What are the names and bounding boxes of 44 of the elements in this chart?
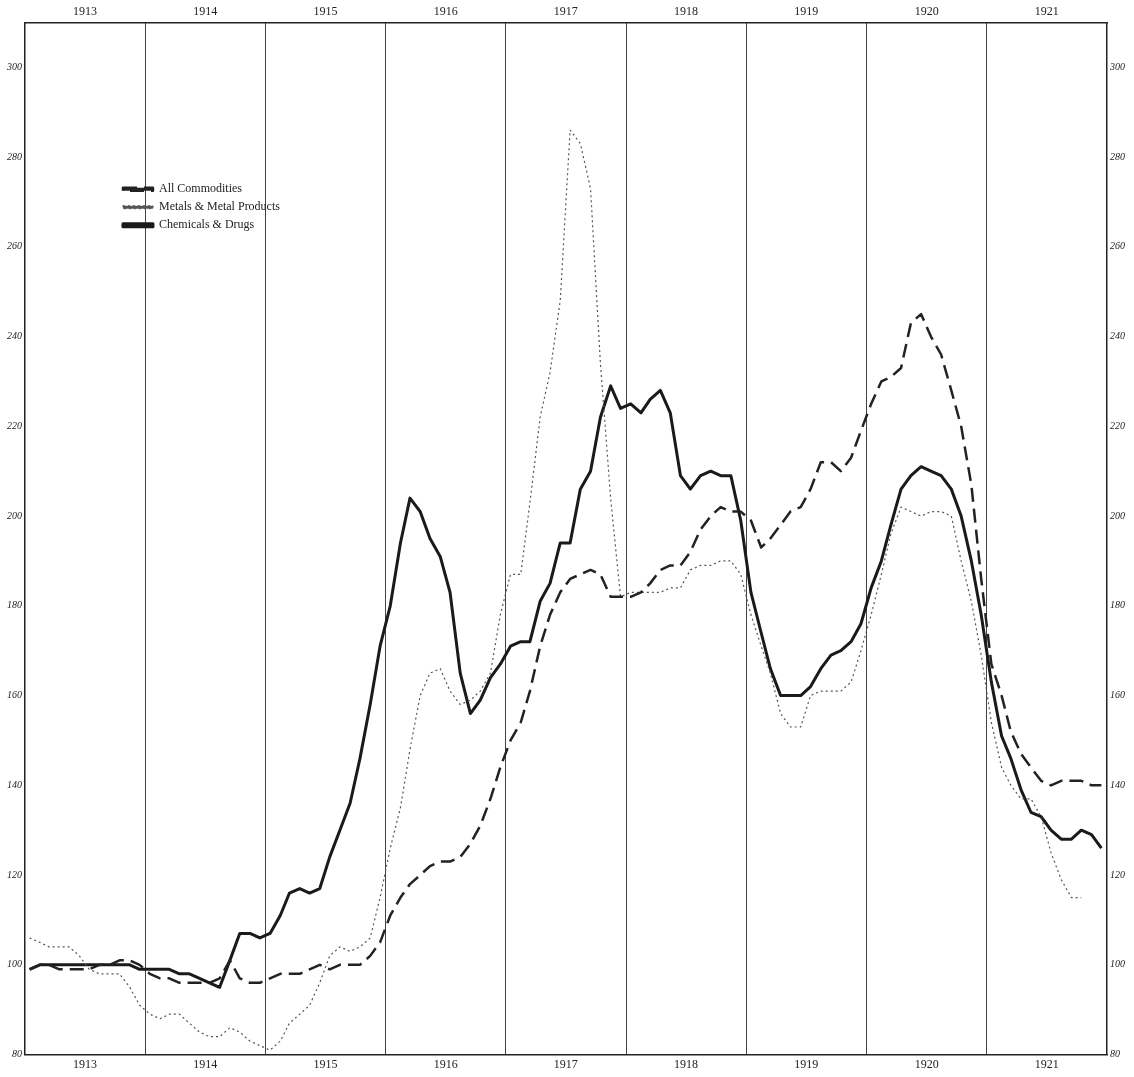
x-tick-label: 1917 [553, 4, 578, 19]
y-tick-label: 240 [7, 330, 22, 342]
y-tick-label: 80 [12, 1048, 22, 1060]
x-tick-label: 1914 [193, 4, 218, 19]
x-tick-label: 1921 [1034, 4, 1059, 19]
legend-label: All Commodities [158, 181, 243, 196]
y2-tick-label: 240 [1110, 330, 1125, 342]
y-tick-label: 300 [6, 60, 22, 72]
x-tick-label: 1913 [72, 4, 97, 19]
y-tick-label: 100 [7, 958, 22, 970]
x2-tick-label: 1915 [313, 1056, 338, 1071]
x2-tick-label: 1919 [794, 1056, 819, 1071]
y2-tick-label: 200 [1110, 509, 1125, 521]
x2-tick-label: 1917 [553, 1056, 578, 1071]
y2-tick-label: 280 [1110, 150, 1125, 162]
x-tick-label: 1915 [313, 4, 338, 19]
y-tick-label: 200 [7, 509, 22, 521]
y-tick-label: 140 [7, 778, 22, 790]
x-tick-label: 1918 [674, 4, 699, 19]
y-tick-label: 260 [7, 240, 22, 252]
y2-tick-label: 220 [1110, 419, 1125, 431]
y2-tick-label: 180 [1110, 599, 1125, 611]
x2-tick-label: 1916 [433, 1056, 458, 1071]
x-tick-label: 1920 [914, 4, 939, 19]
y2-tick-label: 160 [1110, 689, 1125, 701]
y2-tick-label: 120 [1110, 868, 1125, 880]
y2-tick-label: 300 [1109, 60, 1125, 72]
x-tick-label: 1919 [794, 4, 819, 19]
y2-tick-label: 260 [1110, 240, 1125, 252]
legend-label: Chemicals & Drugs [158, 217, 255, 232]
x2-tick-label: 1914 [193, 1056, 218, 1071]
x-tick-label: 1916 [433, 4, 458, 19]
y-tick-label: 160 [7, 689, 22, 701]
y2-tick-label: 100 [1110, 958, 1125, 970]
y2-tick-label: 80 [1110, 1048, 1120, 1060]
x2-tick-label: 1920 [914, 1056, 939, 1071]
y-tick-label: 120 [7, 868, 22, 880]
y2-tick-label: 140 [1110, 778, 1125, 790]
x2-tick-label: 1913 [72, 1056, 97, 1071]
y-tick-label: 220 [7, 419, 22, 431]
y-tick-label: 180 [7, 599, 22, 611]
y-tick-label: 280 [7, 150, 22, 162]
x2-tick-label: 1921 [1034, 1056, 1059, 1071]
x2-tick-label: 1918 [674, 1056, 699, 1071]
